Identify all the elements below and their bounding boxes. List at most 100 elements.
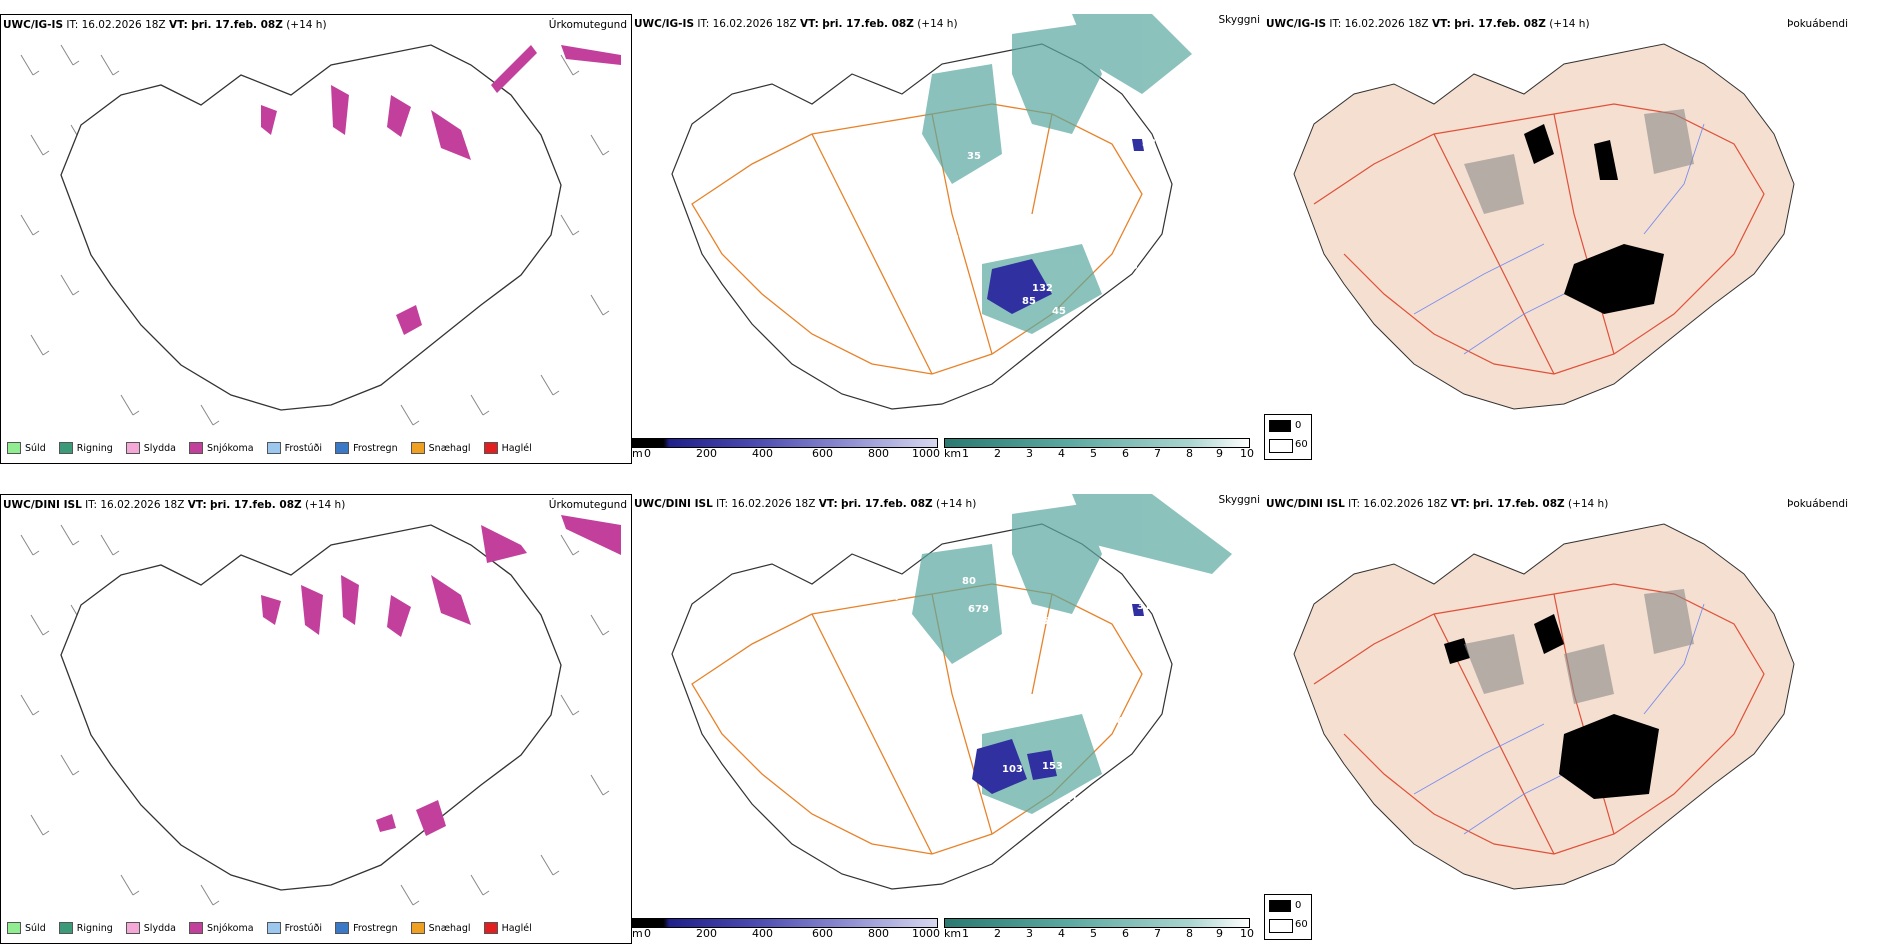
iceland-outline xyxy=(60,44,562,411)
it-value: 16.02.2026 18Z xyxy=(1344,18,1429,30)
vis-label: 333 xyxy=(1117,261,1138,272)
vis-tick: 1 xyxy=(962,927,969,940)
vis-label: 64 xyxy=(1110,716,1124,727)
panel-header: UWC/IG-IS IT: 16.02.2026 18Z VT: þri. 17… xyxy=(1266,17,1896,31)
elevation-colorbar: m 0 200 400 600 800 1000 xyxy=(632,918,942,942)
fog-map xyxy=(1293,43,1795,410)
legend-item: Slydda xyxy=(125,922,176,934)
visibility-panel: UWC/DINI ISL IT: 16.02.2026 18Z VT: þri.… xyxy=(632,494,1264,944)
vis-tick: 10 xyxy=(1240,927,1254,940)
elev-tick: 600 xyxy=(812,927,833,940)
model-name: UWC/DINI ISL xyxy=(3,499,82,511)
legend-item: Snjókoma xyxy=(189,922,254,934)
vis-label: 132 xyxy=(1032,283,1053,294)
vis-label: 103 xyxy=(1002,764,1023,775)
vt-value: þri. 17.feb. 08Z xyxy=(1473,498,1565,510)
legend-item: Frostúði xyxy=(266,922,322,934)
vt-value: þri. 17.feb. 08Z xyxy=(210,499,302,511)
vis-label: 537 xyxy=(1042,616,1063,627)
legend-label: Frostregn xyxy=(353,442,398,454)
vis-tick: 1 xyxy=(962,447,969,460)
fog-indicator-panel: UWC/IG-IS IT: 16.02.2026 18Z VT: þri. 17… xyxy=(1264,14,1900,464)
legend-item: Snæhagl xyxy=(410,922,471,934)
fog-indicator-panel: UWC/DINI ISL IT: 16.02.2026 18Z VT: þri.… xyxy=(1264,494,1900,944)
lead-time: (+14 h) xyxy=(1567,498,1609,510)
panel-header: UWC/IG-IS IT: 16.02.2026 18Z VT: þri. 17… xyxy=(634,14,1260,31)
lead-time: (+14 h) xyxy=(1549,18,1590,30)
elev-tick: 400 xyxy=(752,927,773,940)
model-name: UWC/IG-IS xyxy=(3,19,64,31)
vis-tick: 9 xyxy=(1216,447,1223,460)
vis-label: 103 xyxy=(1057,336,1078,347)
legend-item: Frostregn xyxy=(335,442,398,454)
snow-areas xyxy=(261,515,621,836)
elev-tick: 800 xyxy=(868,447,889,460)
visibility-map: 80 97 679 537 535 31 660 193 103 153 11 … xyxy=(671,494,1232,890)
fog-high-areas xyxy=(1524,124,1664,314)
legend-swatch xyxy=(410,442,425,454)
legend-swatch xyxy=(125,442,140,454)
legend-item: Snjókoma xyxy=(189,442,254,454)
panel-title: Þokuábendi xyxy=(1787,18,1848,30)
iceland-outline xyxy=(60,524,562,891)
lead-time: (+14 h) xyxy=(286,19,327,31)
vis-tick: 5 xyxy=(1090,447,1097,460)
it-label: IT: xyxy=(66,19,79,31)
legend-swatch xyxy=(335,922,350,934)
vis-label: 600 xyxy=(1042,216,1063,227)
vis-label: 193 xyxy=(1045,666,1066,677)
vis-tick: 6 xyxy=(1122,927,1129,940)
legend-label: Rigning xyxy=(76,922,113,934)
legend-item: Súld xyxy=(7,442,46,454)
legend-label: Frostregn xyxy=(353,922,398,934)
it-value: 16.02.2026 18Z xyxy=(1363,498,1448,510)
precip-type-panel: UWC/IG-IS IT: 16.02.2026 18Z VT: þri. 17… xyxy=(0,14,632,464)
legend-swatch xyxy=(58,922,73,934)
vt-label: VT: xyxy=(799,18,819,30)
legend-item: Frostregn xyxy=(335,922,398,934)
visibility-panel: UWC/IG-IS IT: 16.02.2026 18Z VT: þri. 17… xyxy=(632,14,1264,464)
legend-label: Snæhagl xyxy=(428,922,471,934)
fog-swatch-black xyxy=(1269,420,1291,432)
fog-legend-value: 0 xyxy=(1295,900,1302,911)
vis-label: 383 xyxy=(1094,151,1115,162)
fog-swatch-white xyxy=(1269,439,1293,453)
legend-item: Haglél xyxy=(483,442,532,454)
vt-label: VT: xyxy=(1450,498,1470,510)
legend-item: Rigning xyxy=(58,442,113,454)
elev-tick: 200 xyxy=(696,927,717,940)
panel-title: Skyggni xyxy=(1218,14,1261,26)
elev-tick: 0 xyxy=(644,927,651,940)
vis-tick: 4 xyxy=(1058,447,1065,460)
legend-swatch xyxy=(266,442,281,454)
it-label: IT: xyxy=(85,499,98,511)
visibility-bar xyxy=(944,918,1250,928)
fog-map xyxy=(1293,523,1795,890)
vis-tick: 3 xyxy=(1026,447,1033,460)
legend-swatch xyxy=(7,922,21,934)
wind-barbs xyxy=(20,44,610,426)
legend-label: Snjókoma xyxy=(207,922,254,934)
it-value: 16.02.2026 18Z xyxy=(81,19,166,31)
elev-tick: 800 xyxy=(868,927,889,940)
vis-tick: 3 xyxy=(1026,927,1033,940)
legend-swatch xyxy=(58,442,73,454)
vt-value: þri. 17.feb. 08Z xyxy=(841,498,933,510)
panel-header: UWC/IG-IS IT: 16.02.2026 18Z VT: þri. 17… xyxy=(3,18,627,32)
legend-label: Slydda xyxy=(143,922,176,934)
legend-swatch xyxy=(189,442,203,454)
vis-tick: 2 xyxy=(994,447,1001,460)
forecast-row-2: UWC/DINI ISL IT: 16.02.2026 18Z VT: þri.… xyxy=(0,480,1900,950)
elev-tick: 600 xyxy=(812,447,833,460)
it-value: 16.02.2026 18Z xyxy=(712,18,797,30)
panel-header: UWC/DINI ISL IT: 16.02.2026 18Z VT: þri.… xyxy=(634,494,1260,511)
fog-legend-value: 60 xyxy=(1295,919,1308,930)
legend-label: Frostúði xyxy=(284,442,323,454)
forecast-row-1: UWC/IG-IS IT: 16.02.2026 18Z VT: þri. 17… xyxy=(0,0,1900,470)
legend-label: Haglél xyxy=(501,922,532,934)
vt-value: þri. 17.feb. 08Z xyxy=(191,19,283,31)
model-name: UWC/IG-IS xyxy=(1266,18,1327,30)
elevation-bar xyxy=(632,918,938,928)
legend-swatch xyxy=(335,442,350,454)
vis-label: 876 xyxy=(952,234,973,245)
